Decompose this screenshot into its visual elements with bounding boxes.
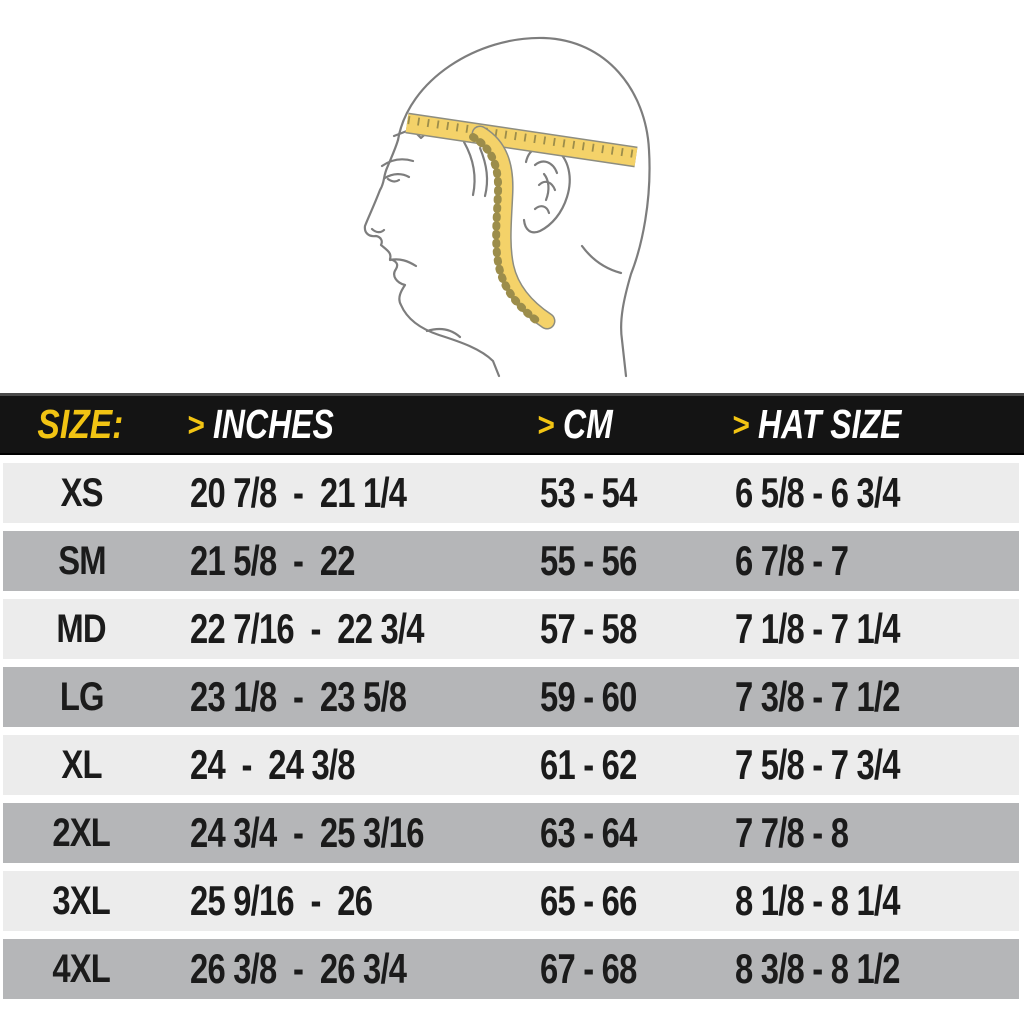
inches-cell: 26 3/8 - 26 3/4 [190,945,407,992]
hat-size-cell: 8 1/8 - 8 1/4 [735,877,900,924]
size-cell: SM [57,538,106,583]
table-row: XS 20 7/8 - 21 1/4 53 - 54 6 5/8 - 6 3/4 [3,463,1019,523]
inches-cell: 20 7/8 - 21 1/4 [190,469,407,516]
size-cell: XL [61,742,102,787]
inches-cell: 22 7/16 - 22 3/4 [190,605,424,652]
size-cell: LG [59,674,105,719]
hat-size-cell: 7 7/8 - 8 [735,809,849,856]
measuring-tape-vertical [469,125,556,330]
cm-cell: 63 - 64 [540,809,637,856]
header-col-hat-size: > HAT SIZE [705,401,1024,448]
header-inches-label: INCHES [213,401,335,447]
size-cell: 3XL [52,878,112,923]
hat-size-cell: 6 5/8 - 6 3/4 [735,469,900,516]
size-table: SIZE: > INCHES > CM > HAT SIZE XS 20 7/8… [0,393,1024,999]
hat-size-cell: 7 3/8 - 7 1/2 [735,673,900,720]
head-measurement-illustration [363,36,651,378]
measuring-tape-band [405,112,638,168]
header-size-label: SIZE: [37,401,123,447]
chevron-right-icon: > [536,405,555,443]
table-row: LG 23 1/8 - 23 5/8 59 - 60 7 3/8 - 7 1/2 [3,667,1019,727]
inches-cell: 23 1/8 - 23 5/8 [190,673,407,720]
header-cm-label: CM [563,401,614,447]
cm-cell: 55 - 56 [540,537,637,584]
size-cell: 2XL [52,810,112,855]
size-cell: MD [56,606,107,651]
table-row: XL 24 - 24 3/8 61 - 62 7 5/8 - 7 3/4 [3,735,1019,795]
cm-cell: 59 - 60 [540,673,637,720]
hat-size-cell: 7 1/8 - 7 1/4 [735,605,900,652]
hat-size-cell: 8 3/8 - 8 1/2 [735,945,900,992]
table-row: MD 22 7/16 - 22 3/4 57 - 58 7 1/8 - 7 1/… [3,599,1019,659]
cm-cell: 53 - 54 [540,469,637,516]
table-row: 4XL 26 3/8 - 26 3/4 67 - 68 8 3/8 - 8 1/… [3,939,1019,999]
cm-cell: 65 - 66 [540,877,637,924]
size-cell: 4XL [52,946,112,991]
hat-size-cell: 7 5/8 - 7 3/4 [735,741,900,788]
inches-cell: 21 5/8 - 22 [190,537,355,584]
table-row: 3XL 25 9/16 - 26 65 - 66 8 1/8 - 8 1/4 [3,871,1019,931]
header-hat-size-label: HAT SIZE [758,401,902,447]
chevron-right-icon: > [731,405,750,443]
hat-size-cell: 6 7/8 - 7 [735,537,849,584]
inches-cell: 24 3/4 - 25 3/16 [190,809,424,856]
chevron-right-icon: > [186,405,205,443]
cm-cell: 61 - 62 [540,741,637,788]
header-col-cm: > CM [510,401,705,448]
header-col-inches: > INCHES [160,401,510,448]
table-row: SM 21 5/8 - 22 55 - 56 6 7/8 - 7 [3,531,1019,591]
cm-cell: 67 - 68 [540,945,637,992]
cm-cell: 57 - 58 [540,605,637,652]
table-row: 2XL 24 3/4 - 25 3/16 63 - 64 7 7/8 - 8 [3,803,1019,863]
inches-cell: 24 - 24 3/8 [190,741,355,788]
inches-cell: 25 9/16 - 26 [190,877,373,924]
table-header: SIZE: > INCHES > CM > HAT SIZE [0,393,1024,455]
size-cell: XS [60,470,103,515]
